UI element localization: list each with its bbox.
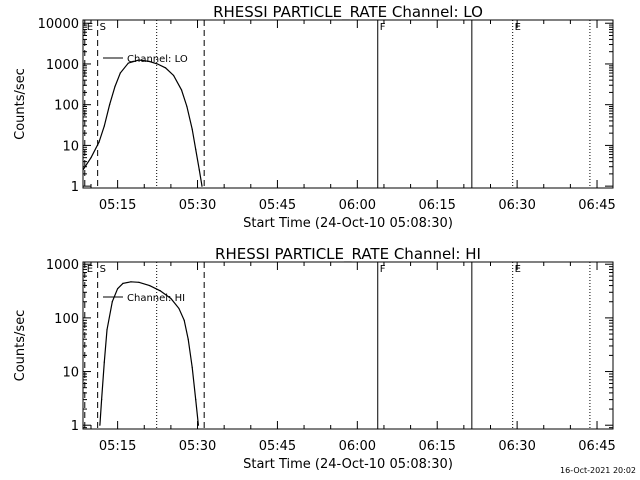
chart2-data-point xyxy=(99,424,101,426)
chart1-y-tick-label: 10000 xyxy=(38,17,79,32)
chart1-x-tick-label: 06:30 xyxy=(498,198,535,213)
chart2-data-point xyxy=(191,366,193,368)
chart1-data-point xyxy=(191,128,193,130)
chart2-marker-label: F xyxy=(380,264,386,275)
chart1-title: RHESSI PARTICLE_RATE Channel: LO xyxy=(213,3,483,22)
chart1-data-point xyxy=(148,60,151,63)
chart1-plot-frame xyxy=(82,19,614,189)
footer-timestamp: 16-Oct-2021 20:02 xyxy=(560,466,636,475)
chart2-x-axis-label: Start Time (24-Oct-10 05:08:30) xyxy=(243,457,453,472)
chart1-marker-label: F xyxy=(380,22,386,33)
chart2-y-axis-label: Counts/sec xyxy=(13,310,28,382)
chart1-y-axis-label: Counts/sec xyxy=(13,68,28,140)
chart2-series-line xyxy=(99,281,199,426)
chart2-y-tick-label: 1 xyxy=(71,419,79,434)
chart2-x-tick-label: 06:15 xyxy=(418,439,455,454)
chart2-x-tick-label: 06:45 xyxy=(578,439,615,454)
chart2-data-point xyxy=(159,290,161,292)
chart2-data-point xyxy=(106,329,108,331)
chart2-data-point xyxy=(187,338,189,340)
chart2-data-point xyxy=(197,424,200,426)
chart1-data-point xyxy=(119,72,121,74)
chart1-data-point xyxy=(90,157,92,159)
chart1-data-point xyxy=(138,59,140,61)
chart1-y-tick-label: 1000 xyxy=(46,58,79,73)
chart1-legend-label: Channel: LO xyxy=(127,54,188,65)
chart1-x-tick-label: 06:15 xyxy=(418,198,455,213)
chart1-data-point xyxy=(172,74,175,77)
chart2-data-point xyxy=(130,281,132,283)
chart2-x-tick-label: 05:15 xyxy=(99,439,136,454)
chart1-data-point xyxy=(198,169,200,171)
chart2-data-point xyxy=(148,284,151,287)
chart1-data-point xyxy=(195,148,197,150)
chart1-marker-label: E xyxy=(515,22,521,33)
chart1-marker-label: S xyxy=(100,22,106,33)
chart2-y-tick-label: 10 xyxy=(62,366,79,381)
chart2-data-point xyxy=(122,282,124,284)
chart1-data-point xyxy=(109,104,111,106)
chart2-data-point xyxy=(101,399,103,401)
chart1-data-point xyxy=(156,63,159,65)
chart1-data-point xyxy=(103,125,105,127)
chart2-data-point xyxy=(195,399,197,401)
chart2-x-tick-label: 05:30 xyxy=(179,439,216,454)
chart2-data-point xyxy=(103,361,105,363)
chart2-data-point xyxy=(117,288,119,290)
chart1-x-tick-label: 06:00 xyxy=(339,198,376,213)
chart1-x-tick-label: 05:15 xyxy=(99,198,136,213)
chart2-data-point xyxy=(178,307,180,310)
chart1-x-axis-label: Start Time (24-Oct-10 05:08:30) xyxy=(243,216,453,231)
chart2-legend-label: Channel: HI xyxy=(127,293,185,304)
chart2-y-tick-label: 100 xyxy=(54,312,79,327)
chart2-data-point xyxy=(183,319,185,321)
chart1-series-line xyxy=(83,59,203,187)
chart2-y-tick-label: 1000 xyxy=(46,258,79,273)
chart2-data-point xyxy=(138,281,140,283)
chart1-data-point xyxy=(127,62,129,64)
chart2-data-point xyxy=(170,297,172,300)
chart2-x-tick-label: 06:00 xyxy=(339,439,376,454)
chart1-x-tick-label: 05:30 xyxy=(179,198,216,213)
chart1-data-point xyxy=(164,67,167,69)
chart2-title: RHESSI PARTICLE_RATE Channel: HI xyxy=(215,245,481,264)
chart1-x-tick-label: 06:45 xyxy=(578,198,615,213)
chart2-plot-frame xyxy=(82,261,614,430)
chart2-x-tick-label: 05:45 xyxy=(259,439,296,454)
chart2-marker-label: E xyxy=(515,264,521,275)
chart1-data-point xyxy=(201,185,203,187)
chart1-x-tick-label: 05:45 xyxy=(259,198,296,213)
chart1-y-tick-label: 10 xyxy=(62,139,79,154)
chart2-marker-label: S xyxy=(100,264,106,275)
chart2-data-point xyxy=(111,301,113,303)
chart1-marker-label: E xyxy=(87,22,93,33)
chart1-data-point xyxy=(98,141,100,143)
chart1-data-point xyxy=(180,89,183,91)
chart2-marker-label: E xyxy=(87,264,93,275)
chart1-data-point xyxy=(114,85,116,88)
chart2-x-tick-label: 06:30 xyxy=(498,439,535,454)
chart1-data-point xyxy=(83,169,84,171)
chart1-y-tick-label: 100 xyxy=(54,99,79,114)
chart1-data-point xyxy=(186,105,188,108)
chart1-y-tick-label: 1 xyxy=(71,180,79,195)
